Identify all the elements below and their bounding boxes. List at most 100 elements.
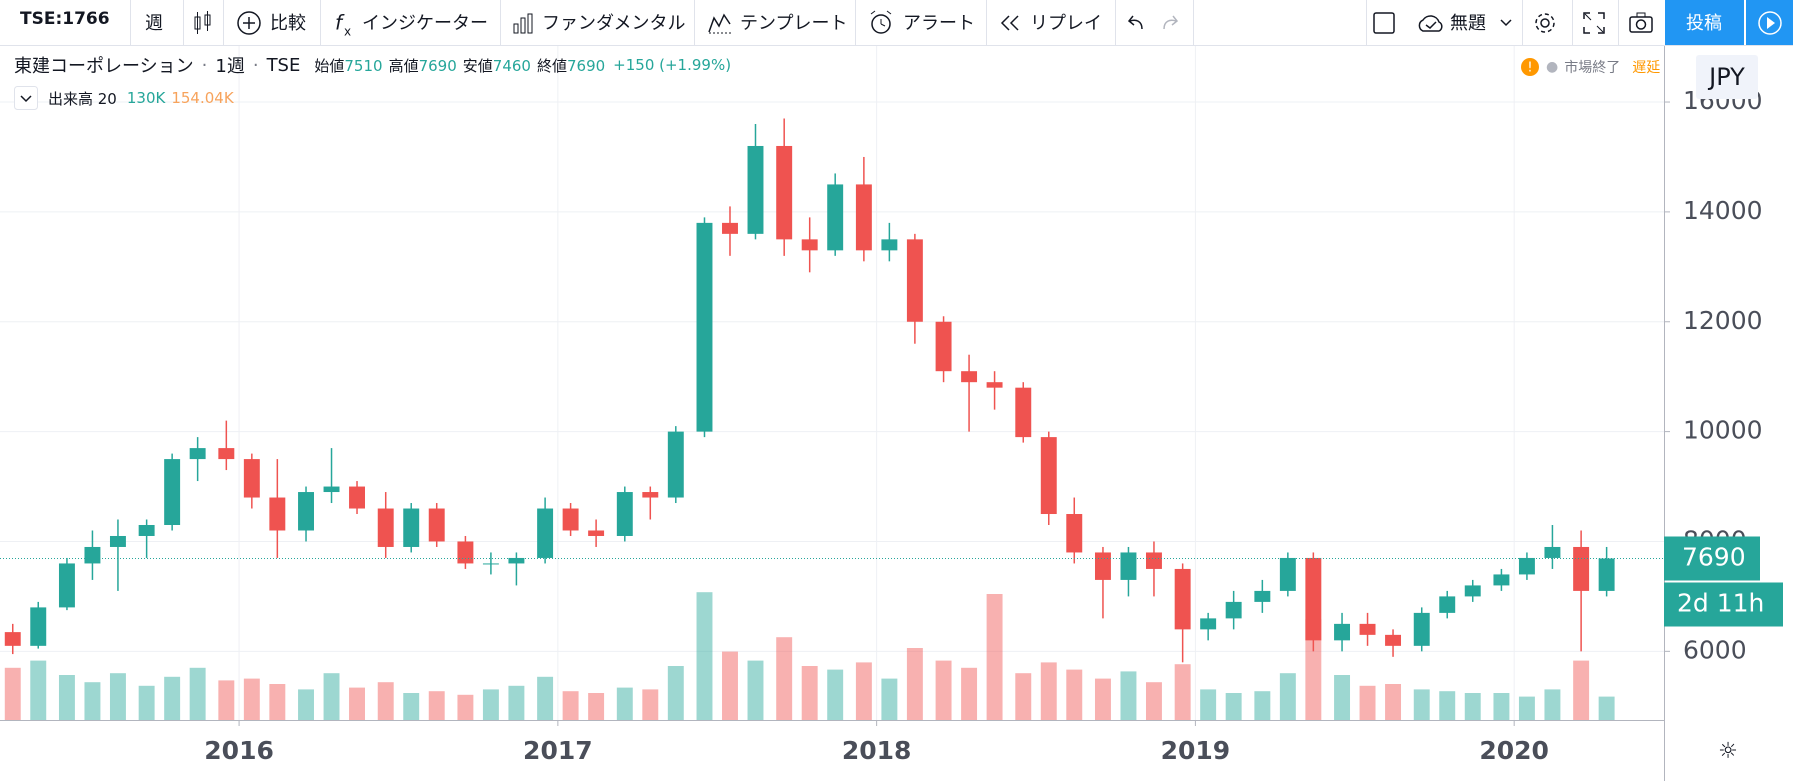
compare[interactable]: 比較 [270, 13, 306, 34]
template-icon[interactable] [708, 12, 732, 34]
settings-icon[interactable]: ☼ [1718, 739, 1738, 764]
last-price-label: 7690 [1682, 543, 1746, 572]
chevron[interactable] [1500, 18, 1512, 28]
indicators[interactable]: インジケーター [362, 13, 488, 34]
candle-body [1493, 574, 1510, 586]
ohlc-value: 7510 [344, 56, 383, 75]
y-tick-label: 12000 [1683, 306, 1763, 335]
snapshot-icon[interactable] [1628, 11, 1654, 35]
fundamentals[interactable]: ファンダメンタル [542, 13, 686, 34]
play-icon[interactable] [1756, 9, 1784, 37]
volume-bar [1359, 685, 1376, 720]
candle-body [164, 459, 181, 525]
alert-icon[interactable] [869, 10, 895, 36]
candle-body [482, 563, 499, 565]
redo-icon[interactable] [1160, 13, 1180, 33]
candle-body [935, 321, 952, 372]
publish[interactable]: 投稿 [1686, 13, 1722, 34]
ohlc-item: 安値7460 [463, 55, 531, 76]
candle-body [1544, 546, 1561, 558]
candle-body [1279, 557, 1296, 591]
legend-row: 東建コーポレーション · 1週 · TSE 始値7510 高値7690 安値7460… [14, 52, 731, 78]
svg-text:f: f [335, 11, 345, 35]
fullscreen-icon[interactable] [1582, 11, 1606, 35]
alert[interactable]: アラート [903, 13, 975, 34]
candle-body [4, 632, 21, 646]
volume-bar [109, 673, 126, 720]
volume-bar [269, 684, 286, 720]
settings-gear[interactable] [1532, 10, 1558, 36]
volume-bar [801, 666, 818, 720]
candle-body [457, 541, 474, 564]
candle-body [1598, 558, 1615, 591]
volume-bar [935, 660, 952, 720]
collapse-button[interactable] [14, 86, 38, 110]
layout-name[interactable]: 無題 [1450, 13, 1486, 34]
publish-button[interactable] [1665, 0, 1744, 45]
candle-body [881, 239, 898, 251]
candle-body [1120, 552, 1137, 580]
candle-body [109, 535, 126, 547]
volume-label: 出来高 20 [48, 89, 117, 108]
fundamentals-icon[interactable] [512, 12, 534, 34]
interval[interactable]: 週 [145, 13, 163, 34]
volume-bar [1254, 691, 1271, 720]
volume-bar [1598, 696, 1615, 720]
ohlc-label: 安値 [462, 56, 493, 75]
undo-icon[interactable] [1126, 13, 1146, 33]
candle-body [428, 508, 445, 542]
candle-body [1254, 590, 1271, 602]
volume-bar [642, 689, 659, 720]
volume-bar [776, 637, 793, 720]
compare-icon[interactable] [236, 10, 262, 36]
volume-bar [827, 669, 844, 720]
volume-bar [1439, 691, 1456, 720]
volume-bar [1334, 675, 1351, 720]
candle-body [269, 497, 286, 531]
replay[interactable]: リプレイ [1030, 13, 1102, 34]
layout-icon[interactable] [1372, 11, 1396, 35]
symbol[interactable]: TSE:1766 [20, 9, 110, 29]
volume-bar [667, 666, 684, 720]
volume-bar [1544, 689, 1561, 720]
chart-type-icon[interactable] [193, 11, 213, 35]
currency[interactable]: JPY [1696, 55, 1758, 99]
volume-bar [508, 685, 525, 720]
volume-bar [403, 693, 420, 720]
volume-bar [1200, 689, 1217, 720]
cloud-icon[interactable] [1416, 12, 1446, 34]
volume-bar [1493, 693, 1510, 720]
ohlc-label: 始値 [314, 56, 345, 75]
volume-bar [1174, 664, 1191, 720]
candle-body [696, 222, 713, 432]
y-tick-label: 14000 [1683, 196, 1763, 225]
candle-body [1094, 552, 1111, 580]
candle-body [1359, 623, 1376, 635]
candle-body [961, 371, 978, 383]
symbol-name: 東建コーポレーション [14, 56, 194, 77]
replay-icon[interactable] [1000, 14, 1022, 32]
templates[interactable]: テンプレート [740, 13, 848, 34]
last-price-box [1664, 536, 1760, 581]
x-tick-label: 2018 [842, 736, 912, 765]
x-tick-label: 2017 [523, 736, 593, 765]
volume-bar [986, 594, 1003, 720]
volume-bar [243, 678, 260, 720]
candle-body [747, 145, 764, 234]
candle-body [1573, 546, 1590, 591]
legend-exchange: TSE [266, 54, 301, 76]
volume-bar [84, 682, 101, 720]
volume-bar [1464, 693, 1481, 720]
candle-body [1174, 568, 1191, 630]
volume-bar [1066, 669, 1083, 720]
volume-bar [881, 678, 898, 720]
candle-body [1200, 618, 1217, 630]
candle-body [323, 486, 340, 493]
candle-body [298, 492, 314, 531]
volume-bar [428, 691, 445, 720]
volume-bar [562, 691, 579, 720]
volume-bar [189, 667, 206, 720]
volume-bar [588, 693, 605, 720]
